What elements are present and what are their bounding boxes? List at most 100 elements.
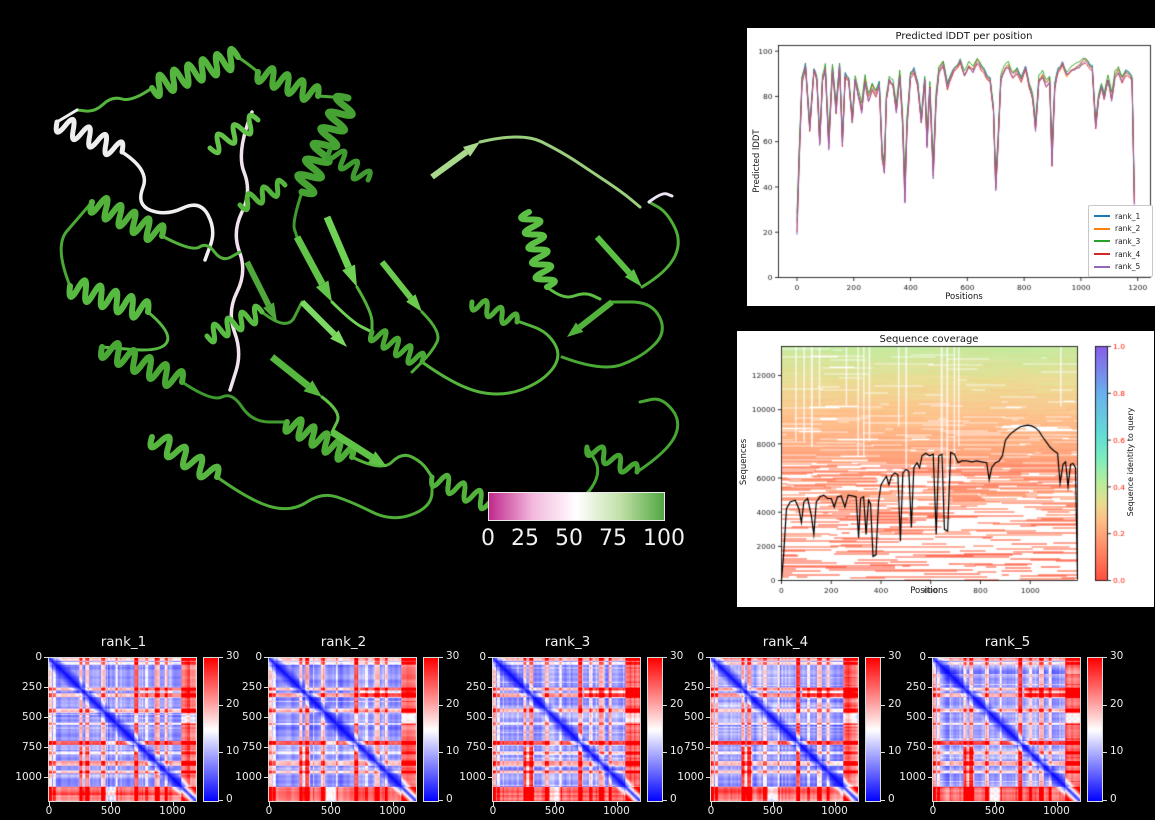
pae-heatmap-rank_3	[492, 657, 641, 802]
pae-xtick-label: 1000	[603, 805, 630, 817]
legend-label: rank_5	[1115, 262, 1141, 272]
pae-ytick-mark	[44, 747, 48, 749]
pae-cbar-tick-label: 30	[670, 650, 684, 662]
pae-ytick-mark	[44, 687, 48, 689]
legend-label: rank_1	[1115, 211, 1141, 221]
pae-cbar-tick-label: 30	[446, 650, 460, 662]
pae-ytick-mark	[264, 717, 268, 719]
pae-cbar-tick-mark	[663, 800, 667, 801]
pae-cbar-tick-mark	[663, 752, 667, 754]
pae-colorbar	[203, 657, 219, 802]
pae-heatmap-rank_4	[710, 657, 859, 802]
scale-label-75: 75	[599, 526, 627, 551]
pae-ytick-mark	[928, 717, 932, 719]
pae-ytick-mark	[488, 687, 492, 689]
pae-cbar-tick-mark	[219, 657, 223, 658]
plddt-scale-labels: 0 25 50 75 100	[481, 527, 685, 551]
legend-label: rank_2	[1115, 224, 1141, 234]
pae-ytick-mark	[706, 777, 710, 779]
pae-heatmap-rank_2	[268, 657, 417, 802]
pae-cbar-tick-mark	[1103, 800, 1107, 801]
pae-ytick-mark	[488, 657, 492, 658]
pae-ytick-label: 500	[905, 711, 926, 724]
legend-line-swatch	[1094, 227, 1110, 230]
pae-cbar-tick-label: 10	[888, 745, 902, 758]
pae-cbar-tick-mark	[439, 657, 443, 658]
pae-cbar-tick-mark	[439, 752, 443, 754]
pae-ytick-label: 250	[465, 681, 486, 694]
pae-ytick-mark	[706, 747, 710, 749]
pae-cbar-tick-label: 10	[1110, 745, 1124, 758]
pae-cbar-tick-label: 10	[226, 745, 240, 758]
pae-cbar-tick-mark	[881, 800, 885, 801]
plddt-legend: rank_1 rank_2 rank_3 rank_4 rank_5	[1088, 205, 1153, 277]
pae-xtick-label: 500	[320, 805, 341, 817]
pae-xtick-mark	[1056, 802, 1058, 806]
pae-ytick-mark	[706, 717, 710, 719]
pae-ytick-label: 750	[241, 741, 262, 754]
coverage-plot-canvas	[737, 331, 1154, 607]
pae-ytick-mark	[928, 687, 932, 689]
pae-ytick-mark	[488, 747, 492, 749]
pae-cbar-tick-mark	[219, 800, 223, 801]
legend-item-rank_5: rank_5	[1094, 260, 1147, 273]
pae-cbar-tick-label: 20	[446, 697, 460, 710]
pae-ytick-label: 750	[21, 741, 42, 754]
pae-ytick-mark	[264, 777, 268, 779]
pae-xtick-mark	[493, 802, 494, 806]
pae-panel-rank_3: rank_3 0 250 500 750 1000 0 500 1000 30 20 10 0	[448, 630, 698, 820]
pae-ytick-mark	[44, 777, 48, 779]
pae-cbar-tick-label: 20	[888, 697, 902, 710]
pae-cbar-tick-label: 20	[226, 697, 240, 710]
pae-ytick-mark	[264, 657, 268, 658]
pae-heatmap-row: rank_1 0 250 500 750 1000 0 500 1000 30 20 10 0 rank_…	[0, 630, 1155, 820]
pae-cbar-tick-label: 0	[1110, 793, 1117, 805]
pae-ytick-mark	[44, 657, 48, 658]
pae-cbar-tick-label: 0	[446, 793, 453, 805]
legend-item-rank_1: rank_1	[1094, 210, 1147, 223]
pae-xtick-label: 1000	[821, 805, 848, 817]
pae-ytick-label: 500	[241, 711, 262, 724]
pae-title: rank_2	[320, 634, 367, 650]
pae-ytick-label: 1000	[677, 771, 704, 784]
legend-item-rank_2: rank_2	[1094, 223, 1147, 236]
pae-cbar-tick-label: 0	[888, 793, 895, 805]
pae-ytick-mark	[264, 747, 268, 749]
pae-cbar-tick-mark	[881, 704, 885, 706]
pae-ytick-mark	[706, 687, 710, 689]
pae-colorbar	[865, 657, 881, 802]
pae-cbar-tick-mark	[1103, 752, 1107, 754]
pae-colorbar	[1087, 657, 1103, 802]
pae-cbar-tick-mark	[1103, 704, 1107, 706]
plddt-yaxis-label: Predicted lDDT	[752, 129, 762, 193]
pae-ytick-mark	[928, 747, 932, 749]
pae-panel-rank_4: rank_4 0 250 500 750 1000 0 500 1000 30 20 10 0	[666, 630, 916, 820]
pae-xtick-label: 0	[489, 805, 497, 817]
pae-xtick-label: 1000	[379, 805, 406, 817]
pae-ytick-label: 250	[683, 681, 704, 694]
pae-cbar-tick-mark	[219, 752, 223, 754]
sequence-coverage-figure: Sequence coverage Positions Sequences Se…	[737, 331, 1154, 607]
pae-ytick-mark	[928, 657, 932, 658]
pae-ytick-label: 500	[465, 711, 486, 724]
pae-ytick-label: 750	[905, 741, 926, 754]
pae-cbar-tick-label: 0	[226, 793, 233, 805]
pae-ytick-label: 1000	[899, 771, 926, 784]
pae-xtick-mark	[49, 802, 50, 806]
pae-ytick-mark	[928, 777, 932, 779]
legend-label: rank_3	[1115, 236, 1141, 246]
legend-line-swatch	[1094, 253, 1110, 256]
pae-cbar-tick-mark	[881, 657, 885, 658]
coverage-xaxis-label: Positions	[910, 586, 948, 596]
pae-xtick-label: 500	[100, 805, 121, 817]
protein-structure-image	[0, 0, 745, 630]
pae-heatmap-rank_5	[932, 657, 1081, 802]
pae-xtick-mark	[554, 802, 556, 806]
pae-cbar-tick-mark	[663, 704, 667, 706]
coverage-yaxis-label: Sequences	[739, 438, 749, 486]
pae-xtick-mark	[172, 802, 174, 806]
pae-xtick-mark	[616, 802, 618, 806]
pae-xtick-mark	[269, 802, 270, 806]
pae-cbar-tick-mark	[1103, 657, 1107, 658]
legend-line-swatch	[1094, 215, 1110, 218]
